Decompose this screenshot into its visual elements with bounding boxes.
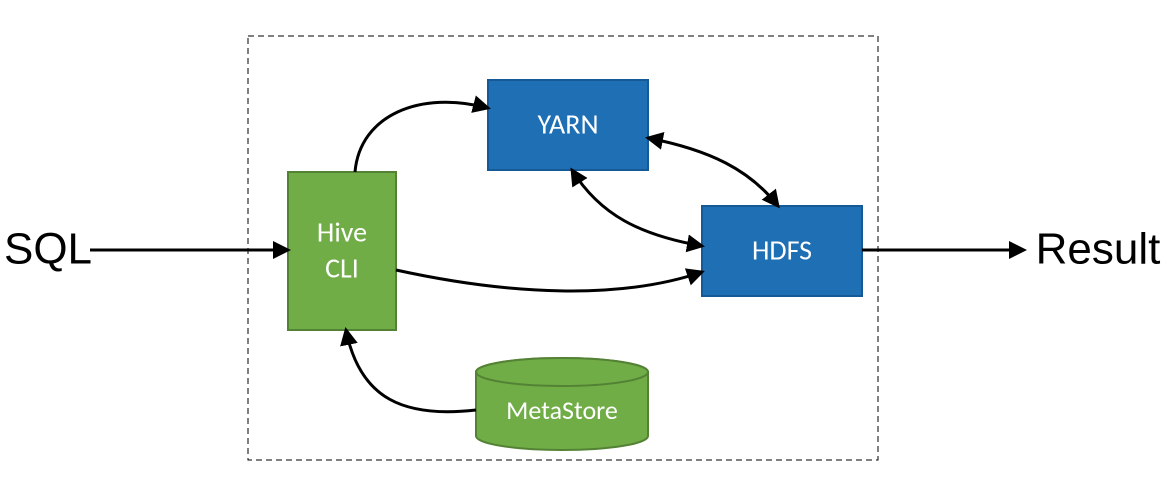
metastore-top — [476, 358, 648, 386]
edge-hive-to-yarn — [355, 102, 488, 172]
metastore-label: MetaStore — [506, 394, 618, 426]
edge-yarn-hdfs-top — [648, 138, 778, 206]
result-label: Result — [1036, 225, 1161, 274]
hive-label-1: Hive — [317, 215, 367, 250]
edge-yarn-hdfs-bottom — [572, 170, 702, 246]
edge-metastore-to-hive — [346, 330, 476, 412]
edge-hive-to-hdfs — [396, 270, 702, 291]
hive-label-2: CLI — [325, 251, 359, 286]
sql-label: SQL — [4, 225, 92, 274]
yarn-label: YARN — [537, 107, 598, 142]
diagram-canvas: SQL Result HiveCLI YARN HDFS MetaStore — [0, 0, 1175, 500]
hdfs-label: HDFS — [752, 233, 812, 268]
